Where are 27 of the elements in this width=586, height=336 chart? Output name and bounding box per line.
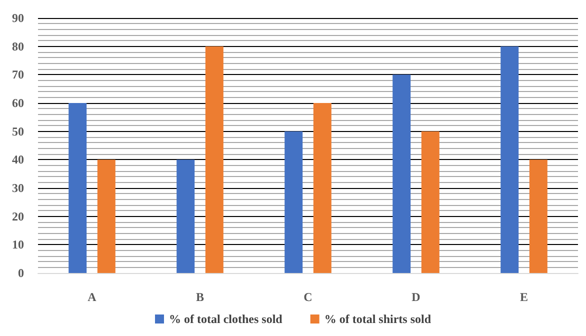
x-tick-label: D xyxy=(412,290,421,304)
y-tick-label: 10 xyxy=(12,238,24,252)
y-tick-label: 30 xyxy=(12,181,24,195)
bar xyxy=(176,160,195,273)
bar xyxy=(392,74,411,273)
bar xyxy=(97,160,116,273)
bar xyxy=(421,131,440,273)
y-tick-label: 0 xyxy=(18,266,24,280)
y-tick-label: 50 xyxy=(12,124,24,138)
x-tick-label: C xyxy=(304,290,312,304)
y-tick-label: 60 xyxy=(12,96,24,110)
y-tick-label: 40 xyxy=(12,152,24,167)
legend-label: % of total clothes sold xyxy=(169,312,283,326)
bar xyxy=(68,103,87,273)
bar xyxy=(500,46,519,273)
bar xyxy=(284,131,303,273)
y-tick-label: 90 xyxy=(12,11,24,25)
x-tick-label: A xyxy=(88,290,97,304)
bar xyxy=(205,46,224,273)
bar xyxy=(313,103,332,273)
y-tick-label: 20 xyxy=(12,209,24,224)
x-tick-label: E xyxy=(520,290,528,304)
y-tick-label: 80 xyxy=(12,39,24,54)
legend-label: % of total shirts sold xyxy=(324,312,432,326)
y-tick-label: 70 xyxy=(12,68,24,82)
x-tick-label: B xyxy=(196,290,204,304)
bar xyxy=(529,160,548,273)
